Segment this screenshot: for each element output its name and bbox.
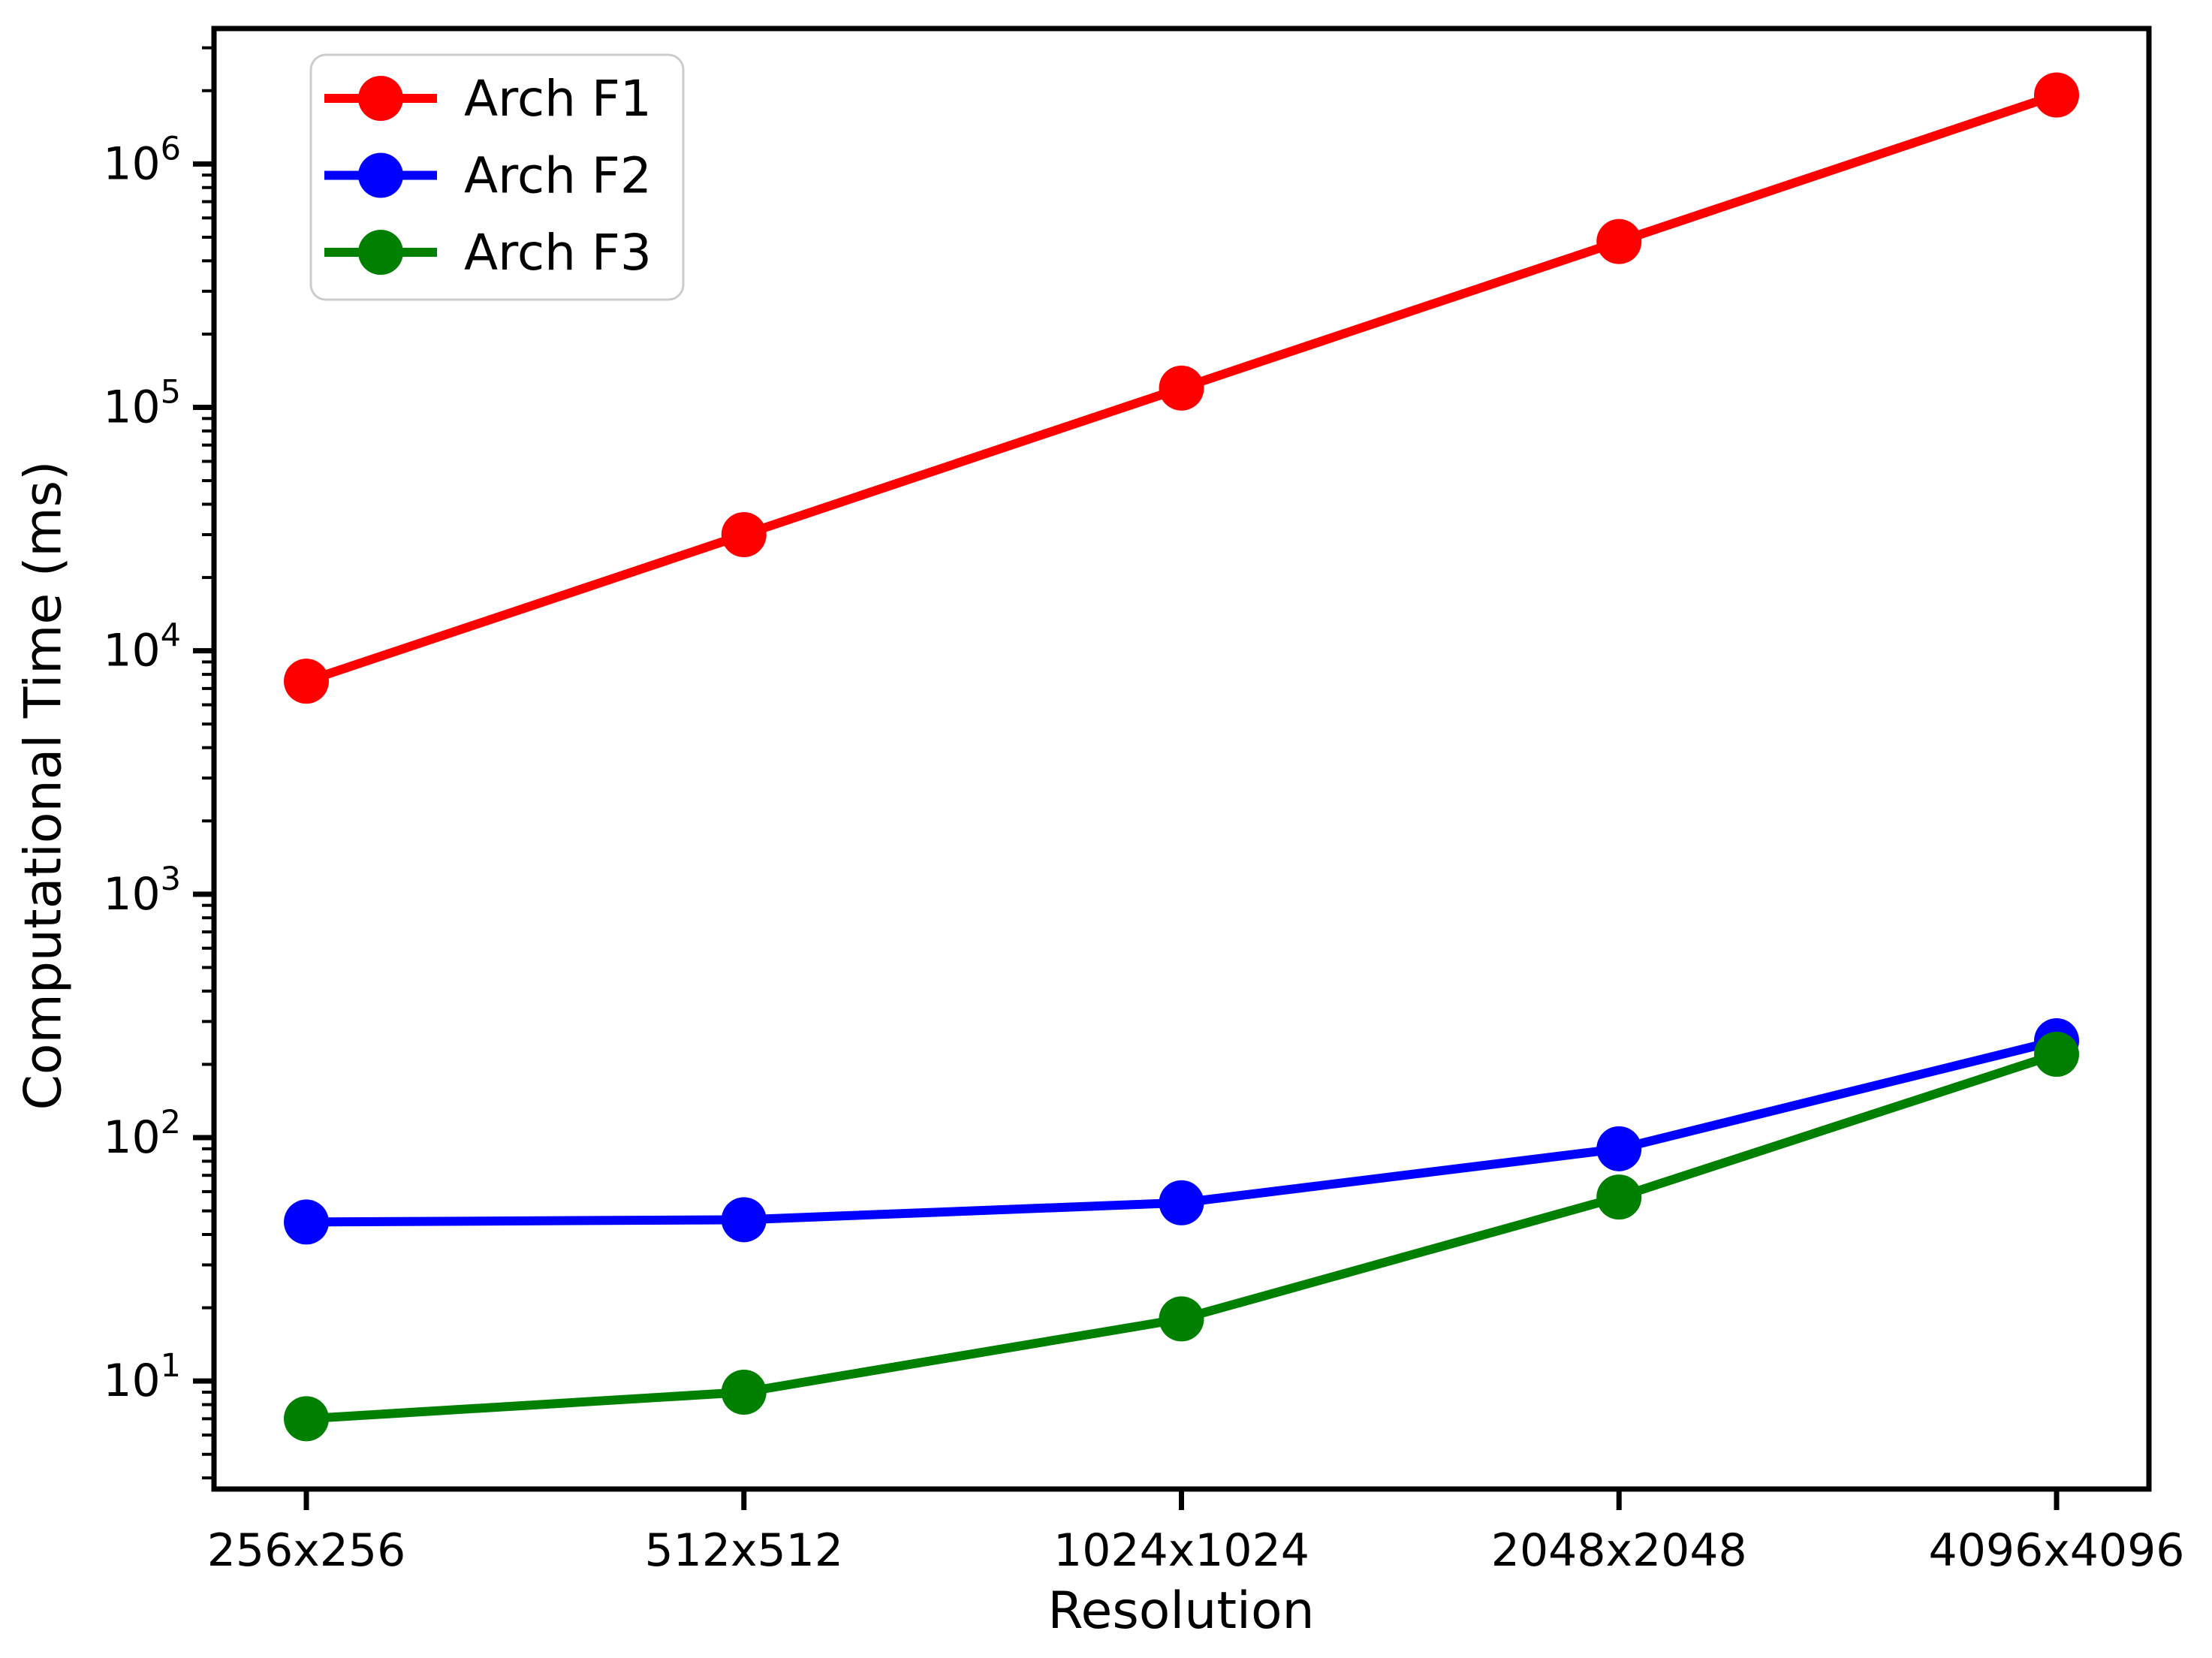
legend-marker bbox=[358, 76, 403, 121]
x-axis-title: Resolution bbox=[1047, 1581, 1315, 1641]
data-point bbox=[2034, 1031, 2079, 1077]
legend-label: Arch F2 bbox=[464, 147, 652, 205]
data-point bbox=[1159, 365, 1204, 411]
legend-marker bbox=[358, 230, 403, 275]
series-arch-f3 bbox=[284, 1031, 2079, 1442]
plot-border bbox=[211, 26, 2152, 1492]
data-point bbox=[1596, 219, 1642, 264]
data-point bbox=[2034, 72, 2079, 118]
y-tick-label: 102 bbox=[103, 1104, 181, 1164]
legend: Arch F1 Arch F2 Arch F3 bbox=[309, 53, 685, 301]
y-axis: 101 102 103 104 105 106 bbox=[103, 46, 214, 1480]
legend-entry: Arch F3 bbox=[324, 224, 652, 282]
legend-box bbox=[309, 53, 685, 301]
y-tick-label: 104 bbox=[103, 617, 181, 677]
y-axis-title: Computational Time (ms) bbox=[14, 460, 74, 1111]
y-tick-label: 103 bbox=[103, 861, 181, 921]
y-tick-label: 106 bbox=[103, 130, 181, 190]
series-arch-f1 bbox=[284, 72, 2079, 704]
data-point bbox=[284, 659, 329, 704]
data-point bbox=[721, 512, 767, 558]
legend-label: Arch F1 bbox=[464, 70, 652, 128]
data-point bbox=[284, 1396, 329, 1442]
x-tick-label: 256x256 bbox=[207, 1524, 406, 1577]
x-tick-label: 512x512 bbox=[644, 1524, 843, 1577]
data-point bbox=[1159, 1296, 1204, 1342]
legend-marker bbox=[358, 152, 403, 198]
x-axis: 256x256 512x512 1024x1024 2048x2048 4096x409… bbox=[207, 1489, 2185, 1577]
y-tick-label: 101 bbox=[103, 1347, 181, 1407]
data-point bbox=[1596, 1126, 1642, 1171]
data-point bbox=[1596, 1174, 1642, 1220]
y-tick-label: 105 bbox=[103, 374, 181, 434]
data-point bbox=[284, 1199, 329, 1245]
data-point bbox=[721, 1370, 767, 1415]
legend-label: Arch F3 bbox=[464, 224, 652, 282]
legend-entry: Arch F2 bbox=[324, 147, 652, 205]
data-point bbox=[721, 1197, 767, 1243]
x-tick-label: 2048x2048 bbox=[1491, 1524, 1747, 1577]
x-tick-label: 4096x4096 bbox=[1929, 1524, 2185, 1577]
data-point bbox=[1159, 1180, 1204, 1225]
legend-entry: Arch F1 bbox=[324, 70, 652, 128]
x-tick-label: 1024x1024 bbox=[1053, 1524, 1309, 1577]
